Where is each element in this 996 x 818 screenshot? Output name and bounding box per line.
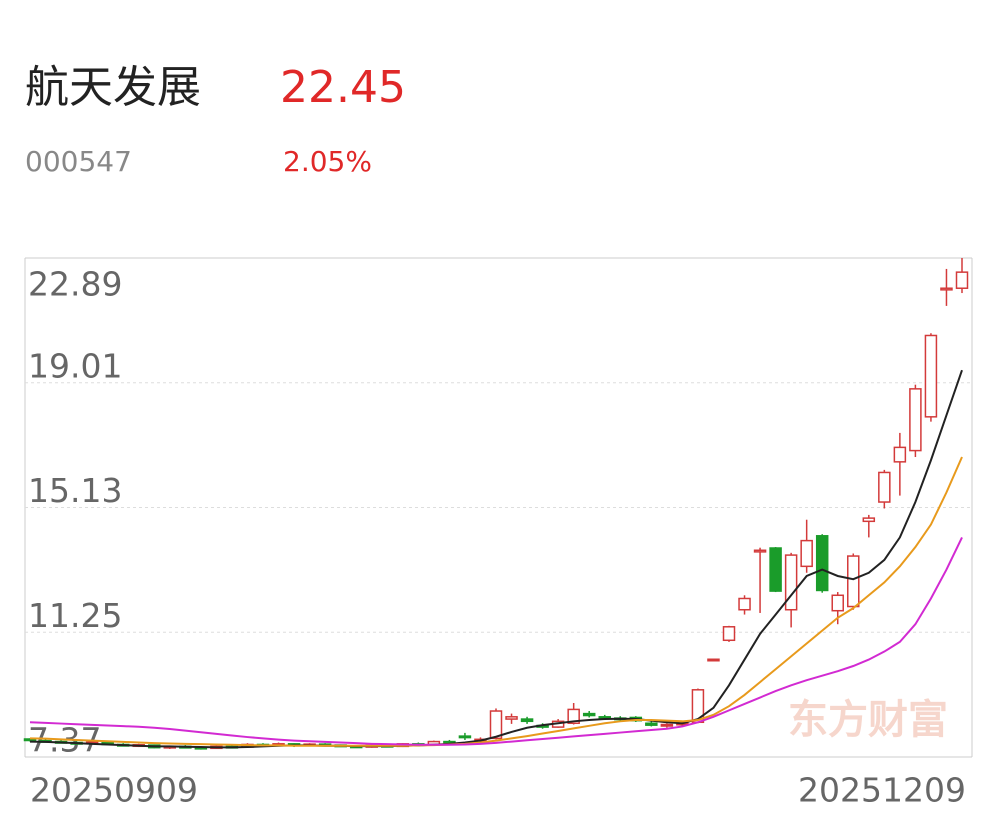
candle-body bbox=[567, 708, 580, 724]
x-tick-label: 20250909 bbox=[30, 771, 198, 810]
candle-body bbox=[707, 658, 720, 662]
moving-average-line bbox=[29, 369, 963, 749]
y-tick-label: 19.01 bbox=[28, 346, 122, 385]
stock-name: 航天发展 bbox=[25, 62, 201, 113]
stock-change: 2.05% bbox=[283, 145, 372, 178]
candle-body bbox=[893, 446, 907, 463]
moving-average-line bbox=[29, 536, 963, 746]
moving-average-line bbox=[29, 456, 963, 747]
candle-body bbox=[940, 287, 953, 291]
candle-body bbox=[769, 547, 782, 592]
candle-body bbox=[458, 735, 472, 739]
stock-price: 22.45 bbox=[280, 62, 406, 113]
y-tick-label: 11.25 bbox=[28, 596, 122, 635]
candle-body bbox=[645, 722, 658, 726]
candle-body bbox=[815, 535, 829, 592]
y-tick-label: 22.89 bbox=[28, 265, 122, 304]
candle-body bbox=[862, 517, 876, 523]
candle-body bbox=[753, 549, 767, 553]
candle-body bbox=[955, 271, 969, 289]
candle-body bbox=[847, 555, 860, 608]
watermark: 东方财富 bbox=[788, 697, 948, 743]
candle-body bbox=[489, 710, 503, 740]
x-tick-label: 20251209 bbox=[798, 771, 966, 810]
y-tick-label: 15.13 bbox=[28, 471, 122, 510]
candle-body bbox=[520, 718, 534, 723]
candle-body bbox=[909, 388, 922, 452]
candle-body bbox=[505, 716, 518, 720]
candle-body bbox=[924, 334, 938, 418]
candle-body bbox=[800, 539, 813, 568]
stock-code: 000547 bbox=[25, 145, 132, 178]
candle-body bbox=[660, 723, 674, 727]
candle-body bbox=[878, 471, 891, 503]
candle-body bbox=[738, 597, 751, 611]
candle-body bbox=[722, 626, 736, 642]
candle-body bbox=[784, 554, 798, 611]
candle-body bbox=[831, 594, 844, 612]
candle-body bbox=[582, 712, 596, 717]
